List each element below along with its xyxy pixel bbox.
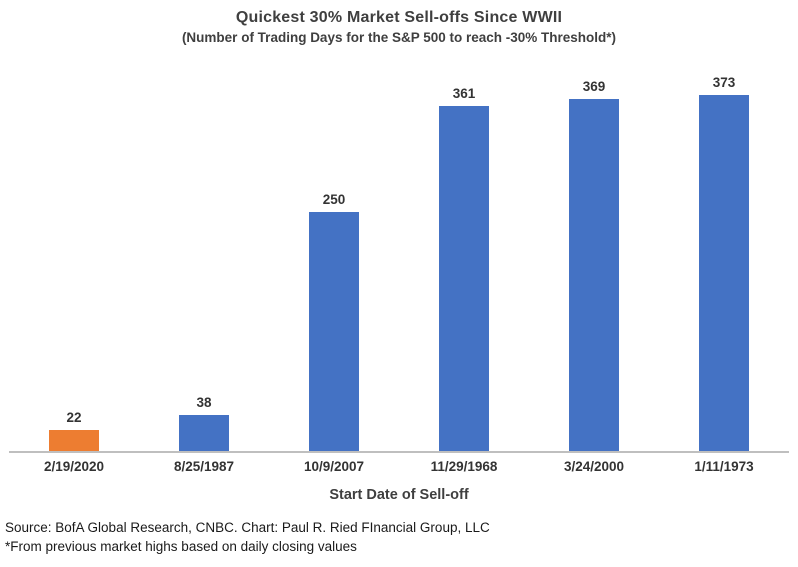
chart-subtitle: (Number of Trading Days for the S&P 500 …	[181, 30, 617, 45]
bar-group: 22	[9, 410, 139, 451]
chart-footer: Source: BofA Global Research, CNBC. Char…	[5, 518, 490, 556]
source-line: Source: BofA Global Research, CNBC. Char…	[5, 520, 490, 535]
bar-value-label: 361	[452, 86, 476, 101]
x-axis-tick-labels: 2/19/2020 8/25/1987 10/9/2007 11/29/1968 3/2…	[9, 459, 789, 474]
bar	[179, 415, 229, 451]
bar-value-label: 369	[582, 79, 606, 94]
bar-group: 38	[139, 395, 269, 451]
bar	[439, 106, 489, 451]
bar-group: 373	[659, 75, 789, 451]
bar-value-label: 373	[712, 75, 736, 90]
x-tick-label: 8/25/1987	[173, 459, 235, 474]
x-axis-title: Start Date of Sell-off	[329, 487, 469, 503]
bar	[49, 430, 99, 451]
plot-area: 22 38 250 361 369 373	[9, 52, 789, 453]
bar	[569, 99, 619, 451]
x-tick-label: 11/29/1968	[430, 459, 498, 474]
bar-group: 361	[399, 86, 529, 451]
bar-value-label: 250	[322, 192, 346, 207]
x-tick-label: 1/11/1973	[694, 459, 754, 474]
bar-group: 250	[269, 192, 399, 451]
chart-title: Quickest 30% Market Sell-offs Since WWII	[235, 9, 563, 26]
bar	[309, 212, 359, 451]
bar-group: 369	[529, 79, 659, 451]
footnote-line: *From previous market highs based on dai…	[5, 539, 357, 554]
bar-value-label: 38	[196, 395, 212, 410]
x-tick-label: 2/19/2020	[43, 459, 105, 474]
bar-value-label: 22	[66, 410, 82, 425]
bar	[699, 95, 749, 451]
x-tick-label: 10/9/2007	[303, 459, 365, 474]
x-tick-label: 3/24/2000	[563, 459, 625, 474]
